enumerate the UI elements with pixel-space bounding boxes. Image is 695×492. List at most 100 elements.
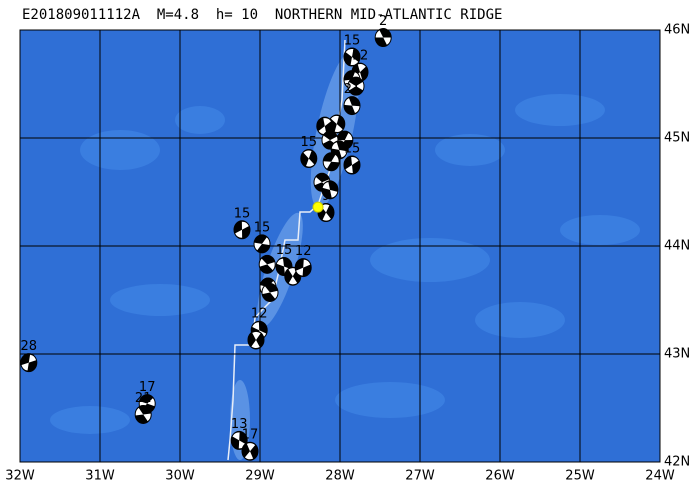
depth-label: 12 (251, 307, 268, 322)
beachball-outline (253, 234, 271, 254)
focal-mechanism (253, 234, 271, 254)
focal-mechanism (294, 258, 312, 278)
focal-mechanism (343, 155, 361, 175)
beachball-dilatation (348, 81, 364, 91)
beachball-outline (233, 220, 251, 240)
beachball-dilatation (322, 182, 338, 198)
depth-label: 15 (344, 34, 361, 49)
beachball-outline (343, 155, 361, 175)
y-tick-label: 44N (664, 239, 690, 254)
epicenter (312, 201, 324, 213)
beachball-dilatation (295, 259, 311, 276)
beachball-dilatation (251, 322, 267, 339)
beachball-dilatation (344, 98, 360, 114)
beachball-outline (294, 258, 312, 278)
beachball-outline (374, 28, 392, 48)
beachball-outline (300, 149, 318, 169)
depth-label: 17 (139, 380, 156, 395)
focal-mechanism (322, 152, 340, 172)
beachball-outline (247, 330, 265, 350)
y-tick-label: 45N (664, 131, 690, 146)
y-tick-label: 46N (664, 23, 690, 38)
beachball-dilatation (244, 443, 256, 460)
focal-mechanism (300, 149, 318, 169)
beachball-outline (241, 441, 259, 461)
ridge-axis (227, 39, 346, 461)
beachball-outline (322, 152, 340, 172)
depth-label: 15 (344, 142, 361, 157)
focal-mechanism (247, 330, 265, 350)
depth-label: 9 (322, 189, 330, 204)
focal-mechanism (230, 430, 248, 450)
beachball-dilatation (331, 142, 348, 158)
focal-mechanism (233, 220, 251, 240)
focal-mechanism (20, 353, 38, 373)
depth-label: 28 (21, 339, 38, 354)
beachball-dilatation (135, 407, 152, 422)
x-tick-label: 29W (245, 469, 275, 484)
beachball-outline (321, 180, 339, 200)
focal-mechanism (374, 28, 392, 48)
beachball-dilatation (232, 432, 247, 449)
beachball-dilatation (375, 30, 392, 45)
beachball-dilatation (345, 157, 359, 173)
x-tick-label: 32W (5, 469, 35, 484)
beachball-dilatation (21, 354, 37, 371)
depth-label: 21 (344, 82, 361, 97)
focal-mechanism (316, 116, 334, 136)
focal-mechanism (241, 441, 259, 461)
beachball-dilatation (345, 48, 359, 65)
beachball-dilatation (330, 115, 343, 132)
depth-label: 12 (295, 244, 312, 259)
beachball-dilatation (262, 286, 279, 299)
beachball-outline (261, 282, 279, 302)
x-tick-label: 25W (565, 469, 595, 484)
title: E201809011112A M=4.8 h= 10 NORTHERN MID-… (22, 7, 502, 23)
focal-mechanism (343, 47, 361, 67)
depth-label: 15 (301, 135, 318, 150)
beachball-outline (343, 96, 361, 116)
depth-label: 21 (135, 391, 152, 406)
beachball-outline (230, 430, 248, 450)
focal-mechanism (261, 282, 279, 302)
x-tick-label: 28W (325, 469, 355, 484)
frame (19, 29, 661, 463)
y-tick-label: 42N (664, 455, 690, 470)
beachball-dilatation (251, 331, 261, 348)
beachball-dilatation (253, 237, 270, 251)
y-tick-label: 43N (664, 347, 690, 362)
depth-label: 12 (352, 49, 369, 64)
depth-label: 15 (234, 206, 251, 221)
beachball-outline (258, 254, 276, 274)
beachball-outline (343, 47, 361, 67)
focal-mechanism (321, 180, 339, 200)
beachball-outline (321, 130, 339, 150)
beachball-dilatation (318, 118, 332, 135)
depth-label: 2 (379, 14, 387, 29)
x-tick-label: 27W (405, 469, 435, 484)
focal-mechanism (347, 76, 365, 96)
x-tick-label: 31W (85, 469, 115, 484)
x-tick-label: 30W (165, 469, 195, 484)
beachball-outline (347, 76, 365, 96)
depth-label: 15 (254, 220, 271, 235)
beachball-compression (242, 442, 258, 461)
beachball-dilatation (259, 258, 276, 271)
x-tick-label: 26W (485, 469, 515, 484)
depth-label: 15 (276, 243, 293, 258)
beachball-dilatation (234, 221, 250, 238)
beachball-outline (275, 257, 293, 277)
beachball-outline (20, 353, 38, 373)
focal-mechanism (343, 96, 361, 116)
depth-label: 13 (231, 417, 248, 432)
x-tick-label: 24W (645, 469, 675, 484)
focal-mechanism (134, 404, 152, 424)
beachball-dilatation (288, 268, 298, 285)
beachball-compression (248, 330, 264, 349)
beachball-outline (134, 404, 152, 424)
focal-mechanism (258, 254, 276, 274)
beachball-dilatation (303, 150, 315, 167)
